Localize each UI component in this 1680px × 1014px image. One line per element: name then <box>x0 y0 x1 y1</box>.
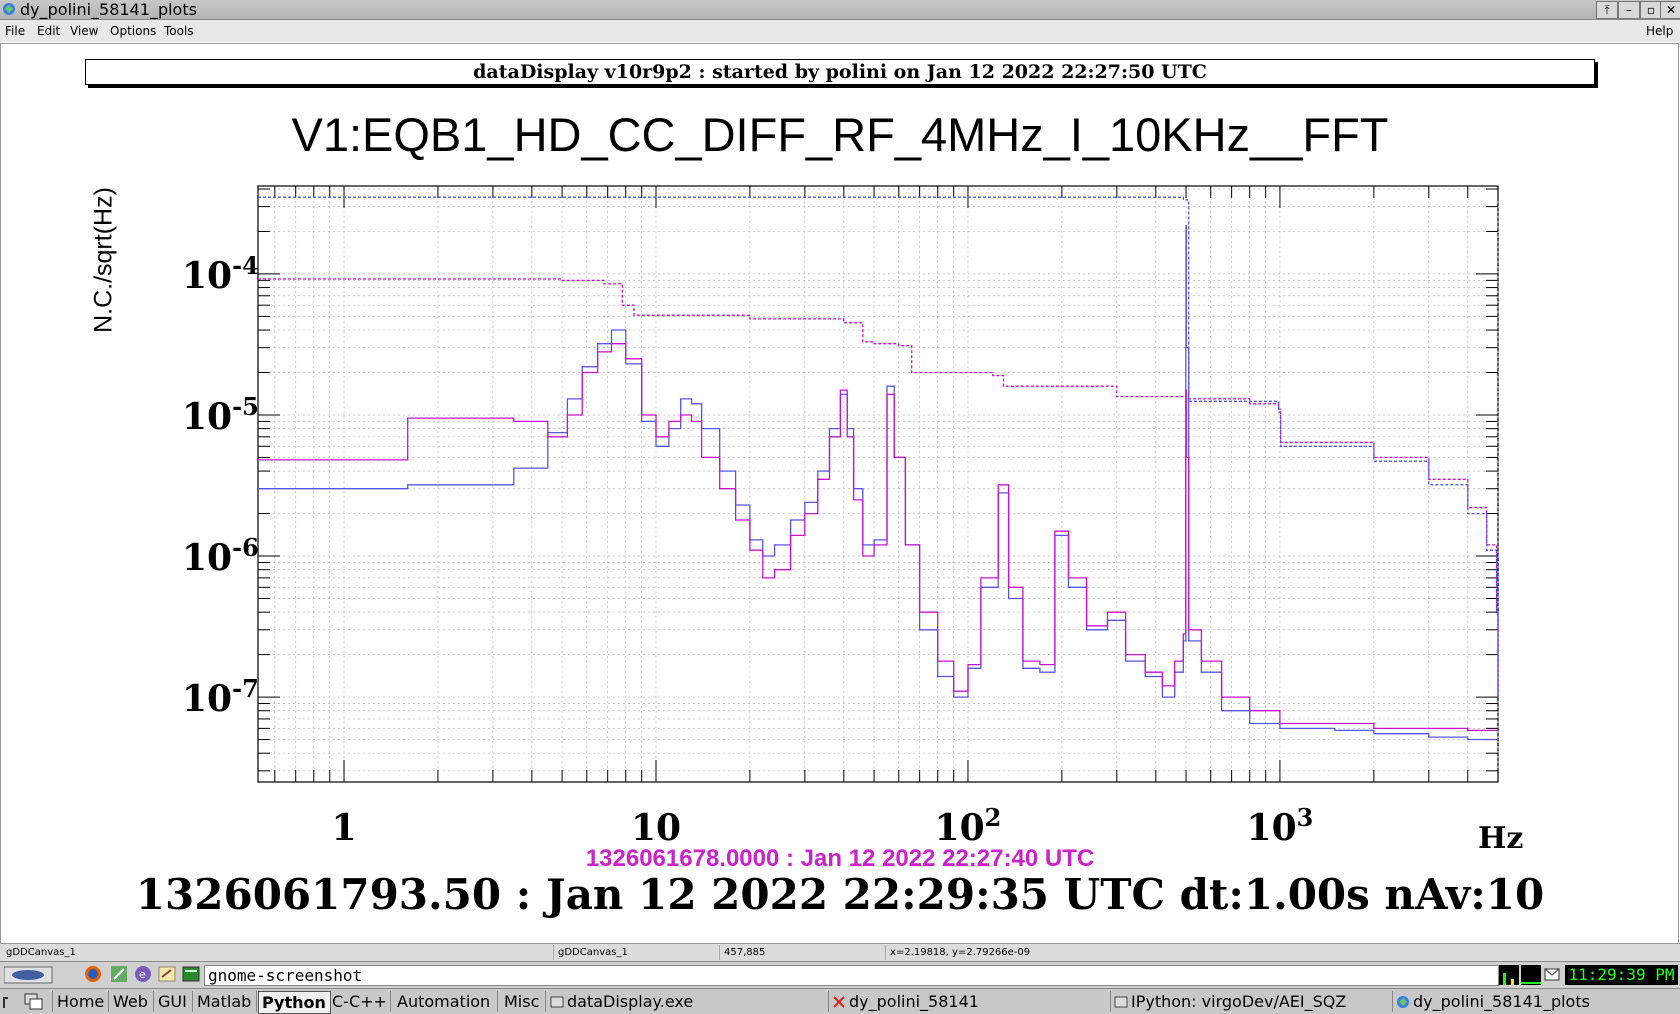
network-monitor-icon <box>1521 965 1541 985</box>
task-datadisplay-label: dataDisplay.exe <box>567 992 694 1011</box>
series-line-3 <box>258 278 1499 698</box>
statusbar: gDDCanvas_1 gDDCanvas_1 457,885 x=2.1981… <box>0 943 1680 961</box>
menu-edit[interactable]: Edit <box>37 24 61 38</box>
clock: 11:29:39 PM <box>1565 965 1678 985</box>
cpu-monitor-icon <box>1499 965 1519 985</box>
group-automation[interactable]: Automation <box>397 992 491 1011</box>
app-icon <box>1397 996 1409 1008</box>
window-list-icon[interactable] <box>24 991 48 1012</box>
terminal-icon[interactable] <box>182 965 200 983</box>
maximize-button[interactable]: ▫ <box>1640 1 1662 19</box>
menu-tools[interactable]: Tools <box>164 24 194 38</box>
status-canvas: gDDCanvas_1 <box>6 947 76 958</box>
editor-icon[interactable] <box>158 965 176 983</box>
group-gui[interactable]: GUI <box>158 992 187 1011</box>
tick-labels: 1 10 102 103 10-4 10-5 10-6 10-7 Hz <box>182 251 1523 856</box>
status-pixel: 457,885 <box>719 945 884 960</box>
firefox-icon[interactable] <box>84 965 102 983</box>
spectrum-plot[interactable]: 1 10 102 103 10-4 10-5 10-6 10-7 Hz <box>0 0 1680 860</box>
task-datadisplay[interactable]: dataDisplay.exe <box>550 991 825 1012</box>
task-dy-polini[interactable]: dy_polini_58141 <box>832 991 1107 1012</box>
launcher-bar: e gnome-screenshot 11:29:39 PM <box>0 961 1680 988</box>
mail-icon[interactable] <box>1544 968 1560 982</box>
menu-file[interactable]: File <box>5 24 26 38</box>
window-icon <box>550 996 564 1008</box>
close-button[interactable]: ✕ <box>1660 1 1680 19</box>
plot-canvas[interactable] <box>0 43 1679 945</box>
plot-frame <box>257 185 1499 783</box>
header-banner: dataDisplay v10r9p2 : started by polini … <box>85 59 1595 85</box>
group-web[interactable]: Web <box>113 992 148 1011</box>
task-ipython[interactable]: IPython: virgoDev/AEI_SQZ <box>1114 991 1389 1012</box>
x11-icon <box>833 996 845 1008</box>
series-group <box>258 196 1499 741</box>
group-misc[interactable]: Misc <box>504 992 540 1011</box>
group-matlab[interactable]: Matlab <box>197 992 252 1011</box>
menubar: File Edit View Options Tools Help <box>0 20 1680 42</box>
y-tick-label: 10-5 <box>182 392 259 438</box>
x-tick-label: 102 <box>935 803 1002 849</box>
window-title: dy_polini_58141_plots <box>20 0 197 19</box>
task-ipython-label: IPython: virgoDev/AEI_SQZ <box>1131 992 1347 1011</box>
menu-help[interactable]: Help <box>1646 24 1674 38</box>
axis-ticks <box>258 186 1499 782</box>
plot-title: V1:EQB1_HD_CC_DIFF_RF_4MHz_I_10KHz__FFT <box>291 108 1389 161</box>
reference-timestamp: 1326061678.0000 : Jan 12 2022 22:27:40 U… <box>585 845 1095 872</box>
task-dy-polini-plots-label: dy_polini_58141_plots <box>1413 992 1590 1011</box>
window-icon <box>1114 996 1128 1008</box>
y-tick-label: 10-6 <box>182 533 259 579</box>
svg-text:e: e <box>139 968 146 981</box>
app-icon <box>3 3 15 15</box>
menu-view[interactable]: View <box>70 24 99 38</box>
y-tick-label: 10-7 <box>182 674 259 720</box>
status-coords: x=2.19818, y=2.79266e-09 <box>885 945 1670 960</box>
group-python[interactable]: Python <box>258 991 331 1014</box>
grid <box>258 186 1499 782</box>
group-c-cpp[interactable]: C-C++ <box>332 992 387 1011</box>
group-home[interactable]: Home <box>57 992 105 1011</box>
x-tick-label: 103 <box>1247 803 1314 849</box>
task-dy-polini-label: dy_polini_58141 <box>849 992 979 1011</box>
taskbar: Home Web GUI Matlab Python C-C++ Automat… <box>0 988 1680 1014</box>
menu-options[interactable]: Options <box>110 24 157 38</box>
series-line-2 <box>258 343 1498 732</box>
x-axis-label: Hz <box>1478 821 1523 856</box>
emacs-icon[interactable]: e <box>134 965 152 983</box>
task-dy-polini-plots[interactable]: dy_polini_58141_plots <box>1396 991 1676 1012</box>
series-line-4 <box>258 196 1499 698</box>
minimize-button[interactable]: – <box>1618 1 1640 19</box>
series-line-1 <box>258 224 1498 741</box>
shade-button[interactable]: ⤒ <box>1596 1 1618 19</box>
current-timestamp: 1326061793.50 : Jan 12 2022 22:29:35 UTC… <box>135 870 1545 919</box>
x-tick-label: 1 <box>331 807 356 849</box>
y-tick-label: 10-4 <box>182 251 259 297</box>
command-input[interactable]: gnome-screenshot <box>204 965 1499 986</box>
settings-icon[interactable] <box>110 965 128 983</box>
window-titlebar[interactable]: dy_polini_58141_plots ⤒ – ▫ ✕ <box>0 0 1680 20</box>
x-tick-label: 10 <box>631 807 681 849</box>
xfce-icon[interactable] <box>4 965 54 985</box>
menu-corner-icon[interactable] <box>2 991 20 1012</box>
status-canvas-2: gDDCanvas_1 <box>553 945 718 960</box>
